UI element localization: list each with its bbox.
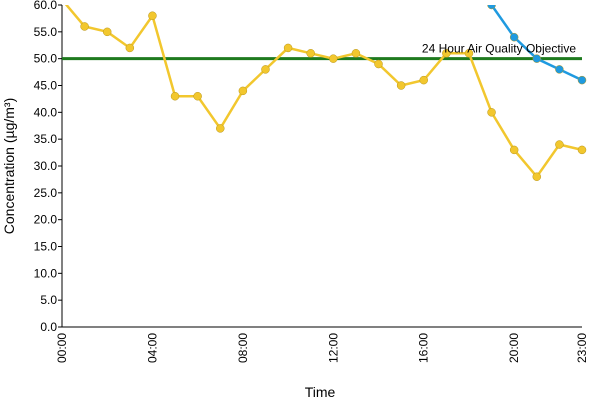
x-tick-label: 16:00 bbox=[417, 333, 431, 363]
y-tick-label: 10.0 bbox=[34, 266, 58, 280]
data-point bbox=[396, 81, 406, 90]
data-point bbox=[532, 172, 542, 181]
y-tick-label: 45.0 bbox=[34, 79, 58, 93]
y-axis-title: Concentration (µg/m³) bbox=[1, 98, 17, 234]
data-point bbox=[80, 22, 89, 31]
y-tick-label: 35.0 bbox=[34, 132, 58, 146]
data-point bbox=[464, 49, 474, 58]
data-point bbox=[555, 65, 564, 74]
y-tick-label: 15.0 bbox=[34, 240, 58, 254]
data-point bbox=[329, 54, 338, 63]
data-point bbox=[351, 49, 361, 58]
data-point bbox=[555, 140, 564, 149]
data-point bbox=[509, 145, 519, 155]
data-point bbox=[442, 49, 451, 58]
x-tick-label: 23:00 bbox=[575, 333, 589, 363]
data-point bbox=[509, 32, 519, 42]
reference-label: 24 Hour Air Quality Objective bbox=[422, 42, 576, 56]
data-point bbox=[58, 0, 66, 4]
y-tick-label: 55.0 bbox=[34, 25, 58, 39]
x-tick-label: 00:00 bbox=[55, 333, 69, 363]
data-point bbox=[148, 11, 157, 20]
y-tick-label: 25.0 bbox=[34, 186, 58, 200]
data-point bbox=[487, 108, 496, 117]
plot-area bbox=[58, 0, 587, 181]
x-tick-label: 20:00 bbox=[507, 333, 521, 363]
data-point bbox=[170, 91, 180, 101]
data-point bbox=[419, 75, 428, 85]
data-point bbox=[306, 49, 315, 58]
data-point bbox=[374, 59, 383, 69]
data-point bbox=[238, 86, 248, 96]
data-point bbox=[216, 124, 225, 133]
data-point bbox=[487, 5, 496, 10]
y-tick-label: 50.0 bbox=[34, 52, 58, 66]
data-point bbox=[577, 145, 587, 155]
y-tick-label: 20.0 bbox=[34, 213, 58, 227]
y-tick-label: 40.0 bbox=[34, 105, 58, 119]
data-point bbox=[261, 65, 270, 74]
x-tick-label: 04:00 bbox=[145, 333, 159, 363]
x-axis-title: Time bbox=[305, 384, 336, 400]
data-point bbox=[577, 75, 587, 85]
y-tick-label: 60.0 bbox=[34, 0, 58, 12]
data-point bbox=[283, 43, 293, 53]
data-point bbox=[102, 27, 112, 37]
series-line bbox=[64, 5, 583, 179]
y-tick-label: 5.0 bbox=[40, 293, 57, 307]
data-point bbox=[532, 54, 542, 63]
y-tick-label: 0.0 bbox=[40, 320, 57, 334]
y-tick-label: 30.0 bbox=[34, 159, 58, 173]
data-point bbox=[193, 91, 202, 101]
data-point bbox=[125, 43, 135, 53]
x-tick-label: 08:00 bbox=[236, 333, 250, 363]
x-tick-label: 12:00 bbox=[326, 333, 340, 363]
